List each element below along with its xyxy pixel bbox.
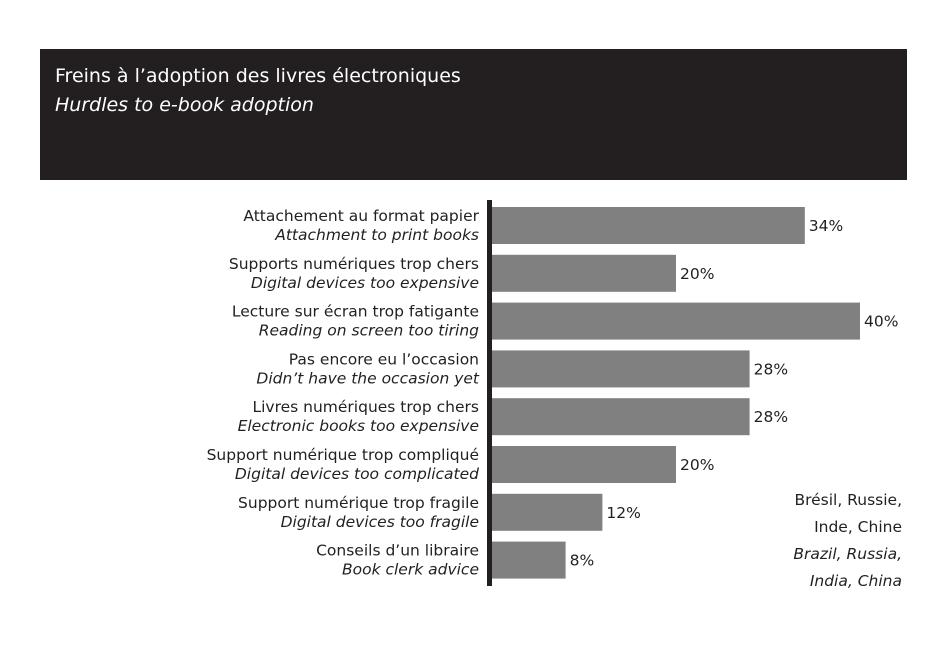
chart-title-french: Freins à l’adoption des livres électroni…: [55, 65, 461, 87]
value-label-5: 28%: [754, 408, 788, 426]
bar-3: [492, 302, 860, 340]
bar-7: [492, 493, 603, 531]
category-label-fr-8: Conseils d’un libraire: [316, 542, 479, 560]
category-label-fr-3: Lecture sur écran trop fatigante: [232, 303, 479, 321]
category-label-fr-5: Livres numériques trop chers: [252, 398, 479, 416]
chart-header: Freins à l’adoption des livres électroni…: [40, 49, 907, 180]
bars-group: [492, 207, 860, 579]
category-label-fr-7: Support numérique trop fragile: [238, 494, 479, 512]
y-axis-line: [487, 200, 492, 586]
bar-5: [492, 398, 750, 436]
chart-title-english: Hurdles to e-book adoption: [55, 94, 314, 116]
value-label-6: 20%: [680, 456, 714, 474]
value-label-3: 40%: [864, 313, 898, 331]
bar-6: [492, 446, 676, 483]
bar-8: [492, 541, 566, 579]
bar-4: [492, 350, 750, 388]
category-label-en-3: Reading on screen too tiring: [259, 322, 479, 340]
category-label-en-1: Attachment to print books: [274, 226, 479, 244]
value-label-7: 12%: [606, 504, 640, 522]
bar-2: [492, 254, 676, 292]
value-label-8: 8%: [570, 552, 595, 570]
category-label-fr-2: Supports numériques trop chers: [229, 255, 479, 273]
region-note-fr-line1: Brésil, Russie,: [794, 491, 902, 509]
value-labels-group: 34% 20% 40% 28% 28% 20% 12% 8%: [570, 217, 899, 570]
category-label-en-4: Didn’t have the occasion yet: [256, 369, 480, 387]
category-label-en-6: Digital devices too complicated: [235, 465, 479, 483]
category-label-en-2: Digital devices too expensive: [251, 274, 479, 292]
category-label-en-5: Electronic books too expensive: [238, 417, 479, 435]
value-label-2: 20%: [680, 265, 714, 283]
region-note-en-line1: Brazil, Russia,: [793, 545, 902, 563]
region-note: Brésil, Russie, Inde, Chine Brazil, Russ…: [793, 491, 902, 590]
bar-1: [492, 207, 805, 244]
region-note-en-line2: India, China: [810, 572, 902, 590]
category-label-fr-4: Pas encore eu l’occasion: [289, 350, 479, 368]
category-label-en-7: Digital devices too fragile: [281, 513, 479, 531]
category-label-fr-1: Attachement au format papier: [243, 207, 479, 225]
category-label-en-8: Book clerk advice: [342, 561, 479, 579]
category-label-fr-6: Support numérique trop compliqué: [207, 446, 479, 464]
value-label-4: 28%: [754, 360, 788, 378]
value-label-1: 34%: [809, 217, 843, 235]
region-note-fr-line2: Inde, Chine: [814, 518, 902, 536]
